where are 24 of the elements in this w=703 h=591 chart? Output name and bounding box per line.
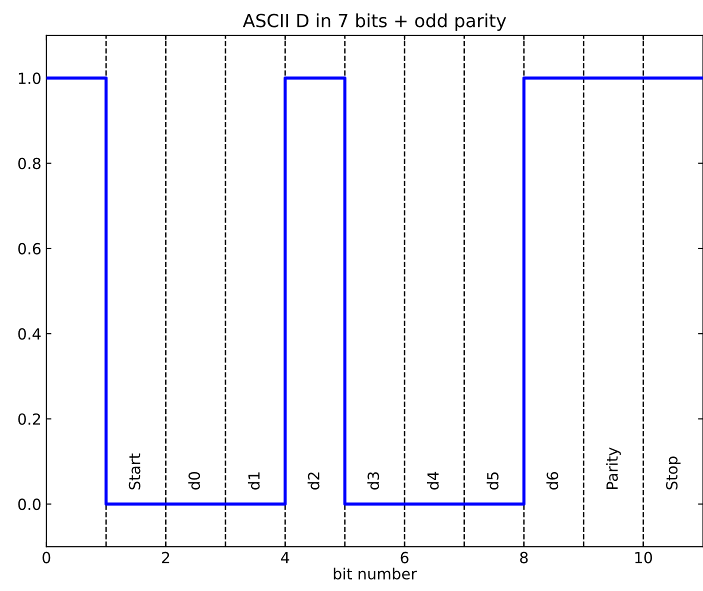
y-tick-label: 0.0 (18, 498, 41, 510)
annotation: d0 (188, 472, 200, 490)
chart-title: ASCII D in 7 bits + odd parity (242, 13, 506, 31)
y-tick-label: 0.8 (18, 158, 40, 170)
annotation: d4 (426, 472, 439, 490)
annotation: d3 (367, 472, 380, 490)
x-tick-label: 6 (400, 552, 408, 564)
x-tick-label: 0 (42, 552, 50, 564)
y-tick-label: 0.6 (18, 242, 41, 254)
y-tick-label: 1.0 (18, 72, 41, 84)
annotation: Start (128, 453, 140, 490)
x-tick-label: 8 (520, 552, 528, 564)
annotation: Stop (666, 456, 681, 490)
y-tick-label: 0.4 (18, 328, 41, 340)
annotation: d2 (308, 472, 320, 490)
x-tick-label: 2 (162, 552, 170, 564)
y-tick-label: 0.2 (18, 413, 40, 425)
x-tick-label: 10 (635, 552, 652, 564)
annotation: d1 (248, 472, 260, 490)
x-tick-label: 4 (281, 552, 290, 564)
annotation: d5 (486, 472, 499, 490)
annotation: d6 (546, 472, 558, 490)
x-axis-title: bit number (334, 568, 417, 580)
annotation: Parity (606, 447, 621, 489)
